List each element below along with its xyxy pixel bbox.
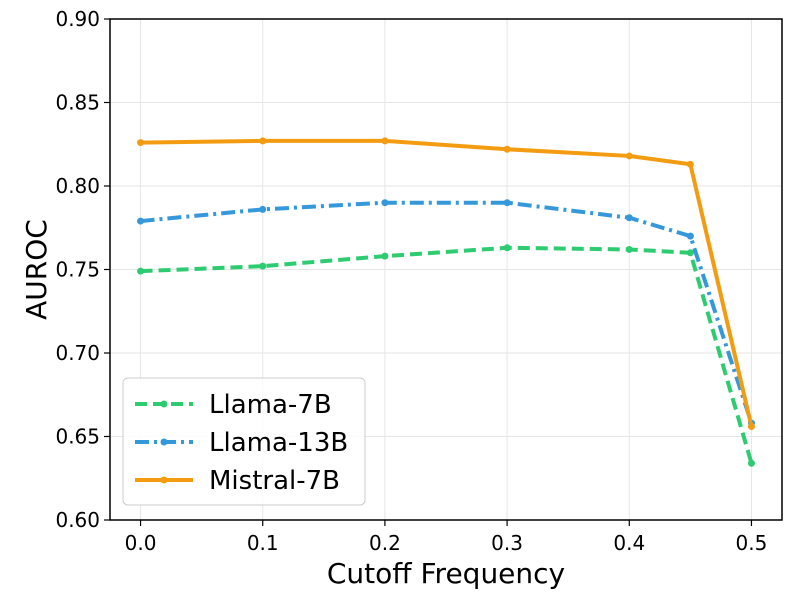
legend-item: Llama-13B bbox=[135, 428, 348, 458]
legend-marker bbox=[160, 476, 168, 484]
data-point bbox=[259, 262, 267, 270]
series-layer bbox=[137, 137, 755, 467]
legend-item: Mistral-7B bbox=[135, 466, 340, 496]
x-tick-label: 0.4 bbox=[613, 531, 645, 555]
data-point bbox=[259, 137, 267, 145]
legend-box bbox=[122, 377, 366, 506]
data-point bbox=[259, 205, 267, 213]
data-point bbox=[137, 139, 145, 147]
ticks: 0.0 0.1 0.2 0.3 0.4 0.5 0.60 0.65 0.70 0.75 0.80 0.… bbox=[55, 7, 767, 555]
data-point bbox=[503, 199, 511, 207]
legend-marker bbox=[160, 438, 168, 446]
y-axis-label: AUROC bbox=[20, 219, 53, 320]
x-axis-label: Cutoff Frequency bbox=[327, 557, 565, 590]
y-tick-label: 0.90 bbox=[55, 7, 100, 31]
legend-label: Mistral-7B bbox=[209, 466, 340, 496]
x-tick-label: 0.5 bbox=[736, 531, 768, 555]
x-tick-label: 0.3 bbox=[491, 531, 523, 555]
data-point bbox=[686, 232, 694, 240]
legend-item: Llama-7B bbox=[135, 390, 332, 420]
data-point bbox=[381, 137, 389, 145]
y-tick-label: 0.80 bbox=[55, 174, 100, 198]
data-point bbox=[747, 422, 755, 430]
data-point bbox=[625, 245, 633, 253]
data-point bbox=[381, 252, 389, 260]
data-point bbox=[381, 199, 389, 207]
data-point bbox=[137, 267, 145, 275]
y-tick-label: 0.70 bbox=[55, 341, 100, 365]
data-point bbox=[625, 214, 633, 222]
data-point bbox=[686, 160, 694, 168]
series-mistral-7b bbox=[137, 137, 755, 430]
legend: Llama-7B Llama-13B Mistral-7B bbox=[122, 377, 366, 506]
x-tick-label: 0.0 bbox=[125, 531, 157, 555]
legend-label: Llama-13B bbox=[209, 428, 348, 458]
data-point bbox=[503, 145, 511, 153]
legend-label: Llama-7B bbox=[209, 390, 332, 420]
y-tick-label: 0.85 bbox=[55, 91, 100, 115]
data-point bbox=[625, 152, 633, 160]
data-point bbox=[503, 244, 511, 252]
data-point bbox=[747, 459, 755, 467]
data-point bbox=[137, 217, 145, 225]
legend-marker bbox=[160, 400, 168, 408]
x-tick-label: 0.2 bbox=[369, 531, 401, 555]
series-llama-7b bbox=[137, 244, 755, 467]
data-point bbox=[686, 249, 694, 257]
y-tick-label: 0.75 bbox=[55, 258, 100, 282]
y-tick-label: 0.65 bbox=[55, 425, 100, 449]
y-tick-label: 0.60 bbox=[55, 508, 100, 532]
x-tick-label: 0.1 bbox=[247, 531, 279, 555]
